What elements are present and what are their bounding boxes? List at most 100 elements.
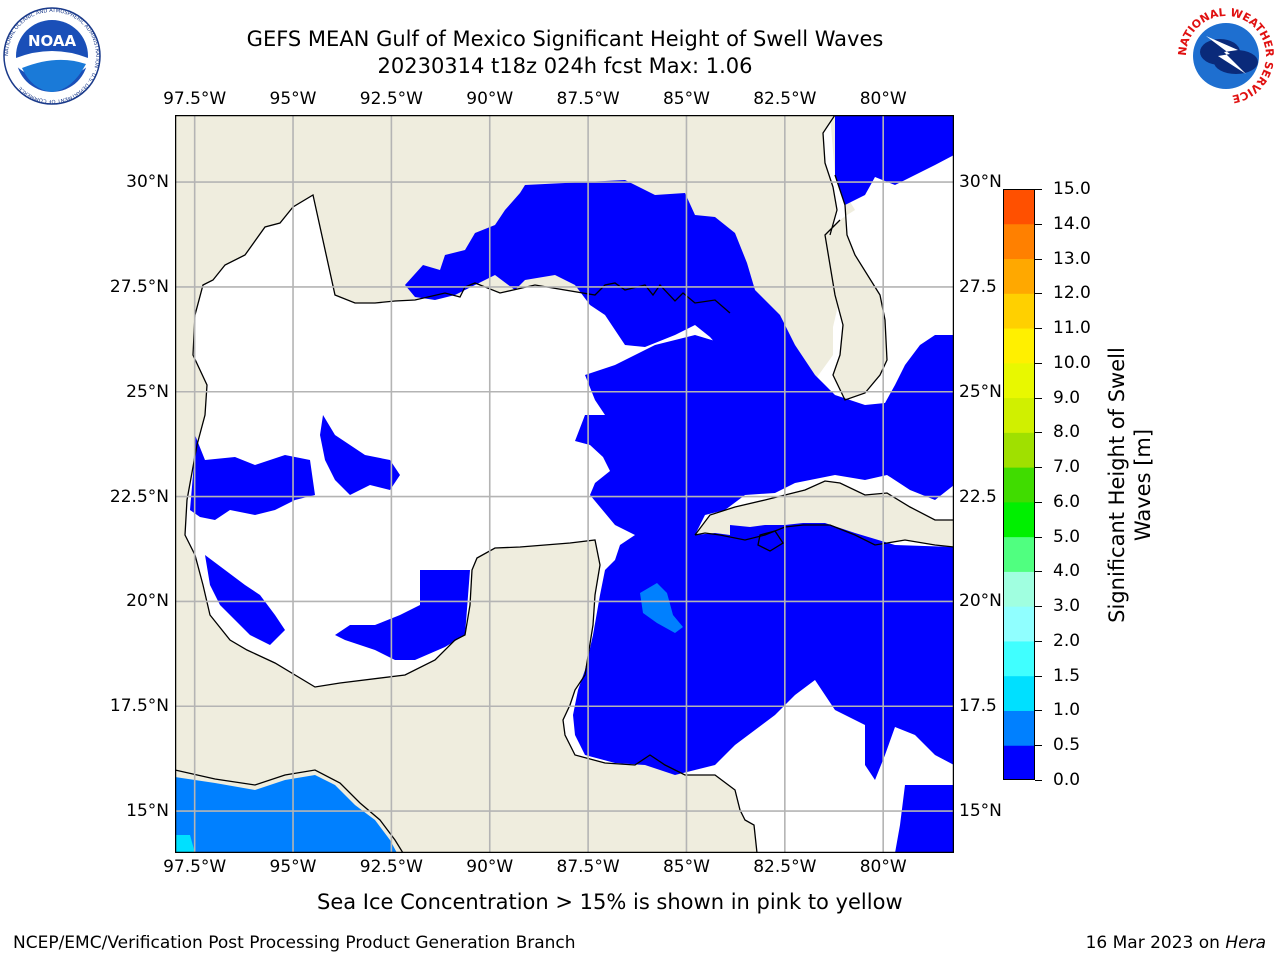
lat-label-right-6: 15°N: [959, 801, 1002, 822]
swell-patch-west-center: [320, 415, 400, 495]
colorbar-segment-9: [1003, 432, 1035, 468]
lon-label-bottom-3: 90°W: [466, 857, 514, 877]
noaa-logo: NOAA NATIONAL OCEANIC AND ATMOSPHERIC AD…: [3, 7, 101, 105]
swell-patch-east-gulf: [405, 180, 954, 780]
colorbar-tick-mark-0: [1035, 780, 1042, 781]
colorbar-tick-label-5: 3.0: [1053, 596, 1081, 617]
lon-label-bottom-4: 87.5°W: [556, 857, 620, 877]
swell-patch-west: [190, 435, 315, 520]
swell-patch-south-center: [335, 570, 470, 660]
gulf-of-mexico-map: [175, 115, 954, 853]
lon-label-bottom-6: 82.5°W: [753, 857, 817, 877]
lat-label-left-1: 27.5°N: [109, 276, 169, 297]
date-text: 16 Mar 2023 on Hera: [1086, 933, 1266, 953]
colorbar-tick-mark-7: [1035, 536, 1042, 538]
lon-label-top-5: 85°W: [662, 89, 710, 109]
colorbar-tick-label-0: 0.0: [1053, 770, 1081, 790]
colorbar-segment-5: [1003, 571, 1035, 607]
lon-label-top-6: 82.5°W: [753, 89, 817, 109]
lat-label-left-5: 17.5°N: [109, 696, 169, 717]
date-host: Hera: [1225, 933, 1266, 953]
colorbar-tick-mark-17: [1035, 189, 1042, 190]
colorbar-tick-label-14: 12.0: [1053, 283, 1091, 304]
colorbar-segment-15: [1003, 223, 1035, 260]
colorbar-tick-mark-4: [1035, 640, 1042, 642]
colorbar-tick-label-9: 7.0: [1053, 457, 1081, 478]
colorbar-tick-mark-9: [1035, 467, 1042, 469]
colorbar-segment-6: [1003, 536, 1035, 572]
swell-patch-cyan: [175, 835, 195, 853]
colorbar-tick-label-3: 1.5: [1053, 665, 1081, 686]
lat-label-left-3: 22.5°N: [109, 486, 169, 507]
swell-patches: [190, 115, 954, 853]
colorbar-segment-7: [1003, 501, 1035, 538]
colorbar-tick-label-8: 6.0: [1053, 491, 1081, 512]
colorbar-tick-mark-10: [1035, 432, 1042, 434]
colorbar-tick-label-15: 13.0: [1053, 248, 1091, 269]
colorbar-tick-mark-16: [1035, 223, 1042, 225]
colorbar-tick-label-16: 14.0: [1053, 213, 1091, 234]
lat-label-right-3: 22.5: [959, 486, 997, 507]
colorbar-segment-0: [1003, 745, 1035, 780]
colorbar: [1003, 189, 1035, 780]
colorbar-segment-2: [1003, 675, 1035, 711]
colorbar-tick-mark-13: [1035, 328, 1042, 330]
colorbar-tick-label-7: 5.0: [1053, 526, 1081, 547]
lat-label-right-0: 30°N: [959, 172, 1002, 193]
colorbar-tick-mark-12: [1035, 362, 1042, 364]
colorbar-tick-label-10: 8.0: [1053, 422, 1081, 443]
colorbar-tick-mark-3: [1035, 675, 1042, 677]
lon-label-top-2: 92.5°W: [359, 89, 423, 109]
coastline-mexico-us: [184, 115, 888, 853]
lon-label-bottom-5: 85°W: [662, 857, 710, 877]
colorbar-tick-label-11: 9.0: [1053, 387, 1081, 408]
lat-label-right-4: 20°N: [959, 591, 1002, 612]
swell-patch-cyan-group: [175, 835, 195, 853]
colorbar-segment-4: [1003, 606, 1035, 642]
coastline-isle-of-youth: [757, 530, 784, 552]
colorbar-segment-8: [1003, 467, 1035, 503]
colorbar-tick-mark-11: [1035, 397, 1042, 399]
lon-label-bottom-1: 95°W: [269, 857, 317, 877]
nws-logo: NATIONAL WEATHER SERVICE: [1176, 6, 1276, 105]
colorbar-tick-mark-14: [1035, 293, 1042, 295]
lon-label-bottom-0: 97.5°W: [163, 857, 227, 877]
colorbar-tick-mark-5: [1035, 606, 1042, 608]
chart-title: GEFS MEAN Gulf of Mexico Significant Hei…: [246, 27, 884, 51]
colorbar-segment-3: [1003, 640, 1035, 677]
colorbar-segment-1: [1003, 710, 1035, 746]
colorbar-tick-label-6: 4.0: [1053, 561, 1081, 582]
lat-label-right-1: 27.5: [959, 276, 997, 297]
lon-label-top-7: 80°W: [859, 89, 907, 109]
colorbar-tick-mark-8: [1035, 501, 1042, 503]
noaa-logo-name: NOAA: [28, 32, 77, 50]
colorbar-segment-12: [1003, 328, 1035, 364]
colorbar-tick-mark-2: [1035, 710, 1042, 712]
swell-patch-yucatan-channel: [640, 583, 683, 633]
colorbar-segment-10: [1003, 397, 1035, 433]
lon-label-top-1: 95°W: [269, 89, 317, 109]
coastlines: [175, 115, 954, 853]
colorbar-tick-label-13: 11.0: [1053, 318, 1091, 339]
chart-subtitle: 20230314 t18z 024h fcst Max: 1.06: [377, 54, 753, 78]
colorbar-tick-label-17: 15.0: [1053, 179, 1091, 199]
swell-patch-se-corner: [895, 785, 954, 853]
lon-label-top-3: 90°W: [466, 89, 514, 109]
colorbar-tick-label-4: 2.0: [1053, 630, 1081, 651]
colorbar-segment-11: [1003, 362, 1035, 399]
colorbar-segment-16: [1003, 189, 1035, 225]
lat-label-left-0: 30°N: [126, 172, 169, 193]
colorbar-segment-13: [1003, 293, 1035, 329]
colorbar-tick-mark-6: [1035, 571, 1042, 573]
colorbar-frame: [1003, 189, 1035, 780]
date-prefix: 16 Mar 2023 on: [1085, 933, 1226, 953]
lon-label-bottom-7: 80°W: [859, 857, 907, 877]
lat-label-left-4: 20°N: [126, 591, 169, 612]
colorbar-tick-mark-15: [1035, 258, 1042, 260]
swell-patch-light: [175, 583, 683, 853]
swell-patch-pacific: [175, 775, 397, 853]
credit-text: NCEP/EMC/Verification Post Processing Pr…: [13, 933, 576, 953]
colorbar-title: Significant Height of Swell Waves [m]: [1105, 347, 1155, 623]
coastline-cuba: [694, 480, 954, 548]
lat-label-left-6: 15°N: [126, 801, 169, 822]
